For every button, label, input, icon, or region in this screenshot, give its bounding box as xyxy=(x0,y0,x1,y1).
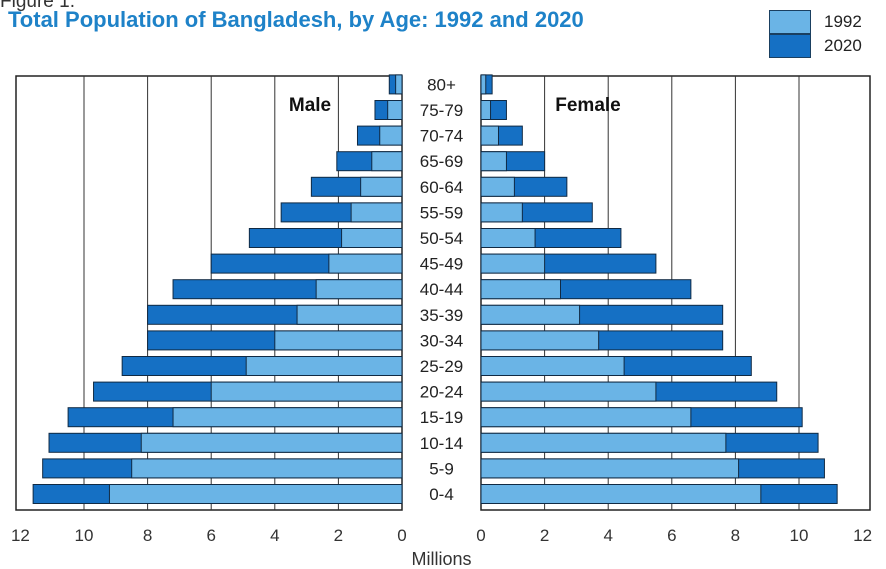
bar-female-1992-0-4 xyxy=(480,484,762,504)
female-tick-label-0: 0 xyxy=(476,526,485,545)
legend-swatch-2020 xyxy=(769,34,811,58)
bar-female-1992-60-64 xyxy=(480,176,515,197)
bar-male-1992-25-29 xyxy=(245,356,403,376)
age-label-10-14: 10-14 xyxy=(420,434,463,453)
female-tick-label-10: 10 xyxy=(790,526,809,545)
bar-male-1992-0-4 xyxy=(108,484,403,504)
bar-female-1992-55-59 xyxy=(480,202,523,223)
male-tick-label-8: 8 xyxy=(143,526,152,545)
age-label-35-39: 35-39 xyxy=(420,306,463,325)
x-axis-title: Millions xyxy=(411,549,471,569)
bar-male-1992-50-54 xyxy=(341,228,403,248)
age-label-0-4: 0-4 xyxy=(429,485,454,504)
figure-label: Figure 1. xyxy=(0,0,75,12)
legend-label-2020: 2020 xyxy=(824,36,862,55)
male-tick-label-10: 10 xyxy=(75,526,94,545)
bar-female-1992-65-69 xyxy=(480,151,507,172)
bar-male-1992-35-39 xyxy=(296,304,403,325)
female-tick-label-8: 8 xyxy=(731,526,740,545)
bar-female-1992-35-39 xyxy=(480,304,581,325)
age-label-40-44: 40-44 xyxy=(420,280,463,299)
bar-female-1992-80plus xyxy=(480,74,487,95)
age-label-15-19: 15-19 xyxy=(420,408,463,427)
age-label-25-29: 25-29 xyxy=(420,357,463,376)
bar-male-1992-5-9 xyxy=(131,458,403,479)
legend-label-1992: 1992 xyxy=(824,12,862,31)
bar-male-1992-10-14 xyxy=(140,432,403,453)
age-label-50-54: 50-54 xyxy=(420,229,463,248)
age-label-65-69: 65-69 xyxy=(420,152,463,171)
bar-male-1992-20-24 xyxy=(210,381,403,402)
bar-female-1992-75-79 xyxy=(480,100,492,120)
male-tick-label-2: 2 xyxy=(334,526,343,545)
bar-female-1992-5-9 xyxy=(480,458,740,479)
female-tick-label-12: 12 xyxy=(853,526,872,545)
bar-male-1992-40-44 xyxy=(315,279,403,300)
bar-male-1992-80plus xyxy=(395,74,403,95)
age-label-30-34: 30-34 xyxy=(420,331,463,350)
bar-male-1992-75-79 xyxy=(387,100,403,120)
bar-male-1992-65-69 xyxy=(371,151,403,172)
legend: 1992 2020 xyxy=(766,8,884,64)
bar-male-1992-70-74 xyxy=(379,125,403,146)
age-label-75-79: 75-79 xyxy=(420,101,463,120)
bar-male-1992-30-34 xyxy=(274,330,403,351)
age-label-70-74: 70-74 xyxy=(420,127,463,146)
bar-female-1992-25-29 xyxy=(480,356,625,376)
age-label-55-59: 55-59 xyxy=(420,203,463,222)
age-label-80plus: 80+ xyxy=(427,75,456,94)
bar-female-1992-20-24 xyxy=(480,381,657,402)
bar-female-1992-30-34 xyxy=(480,330,600,351)
bar-female-1992-45-49 xyxy=(480,253,546,274)
bar-male-1992-60-64 xyxy=(360,176,403,197)
bar-female-1992-50-54 xyxy=(480,228,536,248)
female-tick-label-2: 2 xyxy=(540,526,549,545)
bar-female-1992-10-14 xyxy=(480,432,727,453)
age-label-45-49: 45-49 xyxy=(420,255,463,274)
age-label-5-9: 5-9 xyxy=(429,459,454,478)
age-label-60-64: 60-64 xyxy=(420,178,463,197)
female-tick-label-4: 4 xyxy=(603,526,612,545)
legend-item-2020: 2020 xyxy=(766,32,884,58)
bar-female-1992-40-44 xyxy=(480,279,561,300)
bar-male-1992-15-19 xyxy=(172,407,403,428)
male-tick-label-12: 12 xyxy=(11,526,30,545)
chart-title: Total Population of Bangladesh, by Age: … xyxy=(8,7,584,32)
legend-swatch-1992 xyxy=(769,10,811,34)
female-panel-title: Female xyxy=(555,95,620,116)
bar-female-1992-70-74 xyxy=(480,125,499,146)
legend-item-1992: 1992 xyxy=(766,8,884,34)
age-label-20-24: 20-24 xyxy=(420,383,463,402)
bar-male-1992-55-59 xyxy=(350,202,403,223)
male-panel-title: Male xyxy=(289,95,331,116)
female-tick-label-6: 6 xyxy=(667,526,676,545)
male-tick-label-6: 6 xyxy=(206,526,215,545)
male-tick-label-4: 4 xyxy=(270,526,279,545)
male-tick-label-0: 0 xyxy=(397,526,406,545)
bar-female-1992-15-19 xyxy=(480,407,692,428)
bar-male-1992-45-49 xyxy=(328,253,403,274)
